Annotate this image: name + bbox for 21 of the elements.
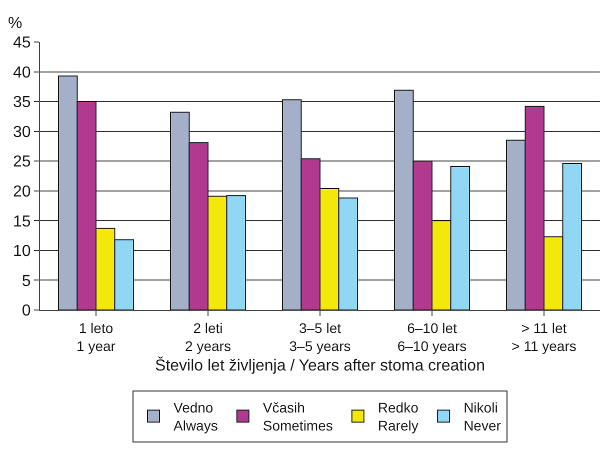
y-tick-label: 25 bbox=[13, 154, 31, 171]
x-axis-title: Število let življenja / Years after stoma creation bbox=[155, 356, 485, 375]
y-tick-label: 10 bbox=[13, 243, 31, 260]
y-tick-label: 40 bbox=[13, 64, 31, 82]
legend-label: Redko Rarely bbox=[378, 399, 419, 434]
legend-label: Včasih Sometimes bbox=[262, 399, 333, 434]
x-tick-label: 2 leti 2 years bbox=[185, 320, 231, 354]
y-tick-label: 35 bbox=[13, 94, 31, 112]
legend-label: Vedno Always bbox=[174, 399, 218, 434]
legend-label: Nikoli Never bbox=[464, 399, 502, 434]
y-tick-label: 0 bbox=[22, 302, 31, 320]
x-tick-label: 1 leto 1 year bbox=[76, 320, 116, 354]
y-axis-title: % bbox=[8, 15, 22, 32]
y-tick-label: 5 bbox=[22, 272, 31, 290]
y-tick-label: 20 bbox=[13, 183, 31, 200]
x-tick-label: 3–5 let 3–5 years bbox=[289, 320, 351, 354]
y-tick-label: 15 bbox=[13, 213, 31, 230]
x-tick-label: 6–10 let 6–10 years bbox=[397, 320, 467, 354]
y-tick-label: 30 bbox=[13, 124, 31, 141]
x-tick-label: > 11 let > 11 years bbox=[512, 320, 576, 354]
y-tick-label: 45 bbox=[13, 34, 31, 52]
